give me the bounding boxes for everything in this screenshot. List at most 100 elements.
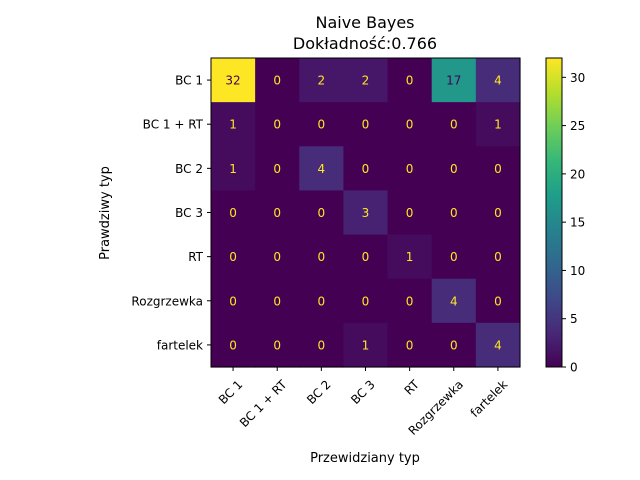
- heatmap-cell: [299, 278, 345, 324]
- heatmap-cell: [475, 102, 521, 147]
- x-tick-label: fartelek: [468, 377, 511, 420]
- cell-value-label: 0: [273, 206, 281, 220]
- heatmap-cell: [343, 102, 389, 147]
- heatmap-cell: [343, 190, 389, 236]
- heatmap-cell: [387, 234, 433, 280]
- heatmap-cell: [299, 234, 345, 280]
- heatmap-cell: [255, 146, 300, 192]
- heatmap-cell: [299, 322, 345, 368]
- cell-value-label: 0: [318, 250, 326, 264]
- heatmap-cell: [475, 322, 521, 368]
- cell-value-label: 0: [494, 206, 502, 220]
- colorbar-tick-label: 0: [570, 361, 578, 375]
- colorbar: [545, 57, 563, 368]
- heatmap-cell: [475, 278, 521, 324]
- cell-value-label: 0: [229, 338, 237, 352]
- heatmap-cell: [211, 58, 256, 103]
- cell-value-label: 0: [450, 162, 458, 176]
- y-tick-label: fartelek: [157, 338, 203, 352]
- cell-value-label: 0: [318, 294, 326, 308]
- heatmap-cell: [211, 190, 256, 236]
- cell-value-label: 0: [362, 294, 370, 308]
- heatmap-cell: [387, 278, 433, 324]
- cell-value-label: 1: [362, 338, 370, 352]
- heatmap-cell: [299, 146, 345, 192]
- cell-value-label: 0: [362, 118, 370, 132]
- cell-value-label: 17: [446, 74, 461, 88]
- colorbar-tick-label: 25: [570, 119, 585, 133]
- cell-value-label: 0: [450, 338, 458, 352]
- x-tick-label: BC 2: [304, 377, 334, 407]
- cell-value-label: 0: [318, 118, 326, 132]
- colorbar-tick-label: 30: [570, 71, 585, 85]
- heatmap-cell: [387, 102, 433, 147]
- heatmap-cell: [211, 322, 256, 368]
- y-tick-label: BC 1: [175, 74, 203, 88]
- heatmap-cell: [431, 322, 477, 368]
- cell-value-label: 0: [406, 118, 414, 132]
- heatmap-cell: [299, 58, 345, 103]
- cell-value-label: 1: [229, 118, 237, 132]
- colorbar-tick-label: 10: [570, 264, 585, 278]
- heatmap-cell: [387, 322, 433, 368]
- heatmap-cell: [343, 146, 389, 192]
- cell-value-label: 2: [362, 74, 370, 88]
- heatmap-cell: [211, 278, 256, 324]
- cell-value-label: 4: [318, 162, 326, 176]
- cell-value-label: 0: [494, 162, 502, 176]
- heatmap-cell: [431, 234, 477, 280]
- heatmap-cell: [255, 190, 300, 236]
- heatmap-cell: [211, 146, 256, 192]
- cell-value-label: 1: [229, 162, 237, 176]
- cell-value-label: 0: [450, 206, 458, 220]
- heatmap-cell: [211, 102, 256, 147]
- heatmap-cell: [299, 102, 345, 147]
- cell-value-label: 1: [406, 250, 414, 264]
- heatmap-cell: [431, 146, 477, 192]
- cell-value-label: 0: [273, 74, 281, 88]
- cell-value-label: 3: [362, 206, 370, 220]
- cell-value-label: 0: [450, 250, 458, 264]
- colorbar-tick-label: 20: [570, 167, 585, 181]
- chart-title: Naive Bayes: [315, 13, 414, 32]
- cell-value-label: 0: [273, 162, 281, 176]
- cell-value-label: 0: [273, 250, 281, 264]
- heatmap-cell: [255, 234, 300, 280]
- heatmap-cell: [387, 58, 433, 103]
- y-axis-label: Prawdziwy typ: [98, 166, 113, 260]
- colorbar-tick-label: 5: [570, 312, 578, 326]
- x-axis-label: Przewidziany typ: [310, 451, 420, 466]
- cell-value-label: 0: [406, 338, 414, 352]
- cell-value-label: 0: [229, 250, 237, 264]
- y-tick-label: Rozgrzewka: [131, 294, 203, 308]
- x-tick-label: RT: [402, 377, 423, 398]
- cell-value-label: 2: [318, 74, 326, 88]
- heatmap-cell: [343, 278, 389, 324]
- heatmap-cell: [431, 58, 477, 103]
- x-tick-label: BC 1: [216, 377, 246, 407]
- cell-value-label: 0: [273, 294, 281, 308]
- cell-value-label: 0: [362, 250, 370, 264]
- y-axis-ticks: BC 1 BC 1 + RT BC 2 BC 3 RT Rozgrzewka fartele…: [131, 74, 211, 352]
- cell-value-label: 0: [229, 206, 237, 220]
- heatmap-cell: [299, 190, 345, 236]
- heatmap-cell: [475, 234, 521, 280]
- cell-value-label: 0: [450, 118, 458, 132]
- y-tick-label: RT: [188, 250, 203, 264]
- heatmap-cell: [343, 58, 389, 103]
- heatmap-cell: [255, 58, 300, 103]
- x-tick-label: BC 1 + RT: [237, 377, 290, 430]
- y-tick-label: BC 1 + RT: [143, 118, 204, 132]
- cell-value-label: 0: [273, 338, 281, 352]
- cell-value-label: 0: [406, 294, 414, 308]
- cell-value-label: 0: [229, 294, 237, 308]
- cell-value-label: 0: [406, 206, 414, 220]
- heatmap-cell: [431, 102, 477, 147]
- chart-subtitle: Dokładność:0.766: [293, 34, 437, 53]
- heatmap-cell: [255, 278, 300, 324]
- heatmap-cell: [343, 322, 389, 368]
- heatmap-cell: [475, 58, 521, 103]
- cell-value-label: 0: [494, 294, 502, 308]
- heatmap-cell: [387, 190, 433, 236]
